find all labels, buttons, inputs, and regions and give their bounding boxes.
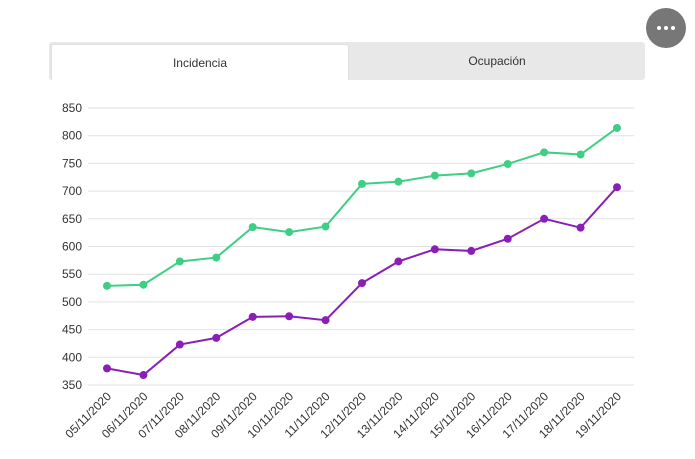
data-point — [540, 148, 549, 157]
data-point — [285, 228, 294, 237]
data-point — [248, 223, 257, 232]
data-point — [103, 281, 111, 290]
tab-bar: Incidencia Ocupación — [49, 42, 645, 80]
data-point — [175, 340, 184, 349]
y-tick-label: 700 — [62, 184, 82, 198]
tab-incidencia[interactable]: Incidencia — [51, 44, 349, 80]
data-point — [503, 159, 512, 168]
more-options-button[interactable] — [646, 8, 686, 48]
y-tick-label: 500 — [62, 295, 82, 309]
data-point — [321, 316, 330, 325]
data-point — [613, 123, 621, 132]
y-tick-label: 850 — [62, 101, 82, 115]
y-tick-label: 400 — [62, 350, 82, 364]
data-point — [139, 280, 148, 289]
tab-ocupacion[interactable]: Ocupación — [468, 54, 526, 68]
y-tick-label: 550 — [62, 267, 82, 281]
data-point — [613, 183, 621, 192]
y-tick-label: 600 — [62, 240, 82, 254]
data-point — [139, 371, 148, 380]
data-point — [212, 253, 221, 262]
y-tick-label: 350 — [62, 378, 82, 392]
y-tick-label: 750 — [62, 156, 82, 170]
data-point — [540, 214, 549, 223]
more-horizontal-icon — [657, 26, 675, 30]
data-point — [394, 177, 403, 186]
data-point — [212, 333, 221, 342]
y-tick-label: 450 — [62, 323, 82, 337]
y-tick-label: 800 — [62, 129, 82, 143]
data-point — [321, 222, 330, 231]
data-point — [248, 312, 257, 321]
data-point — [430, 245, 439, 254]
data-point — [576, 150, 585, 159]
data-point — [394, 257, 403, 266]
data-point — [285, 312, 294, 321]
data-point — [503, 234, 512, 243]
data-point — [467, 169, 476, 178]
data-point — [358, 179, 366, 188]
y-tick-label: 650 — [62, 212, 82, 226]
data-point — [358, 279, 366, 288]
data-point — [103, 364, 111, 373]
data-point — [467, 246, 476, 255]
data-point — [175, 257, 184, 266]
data-point — [576, 223, 585, 232]
data-point — [430, 171, 439, 180]
